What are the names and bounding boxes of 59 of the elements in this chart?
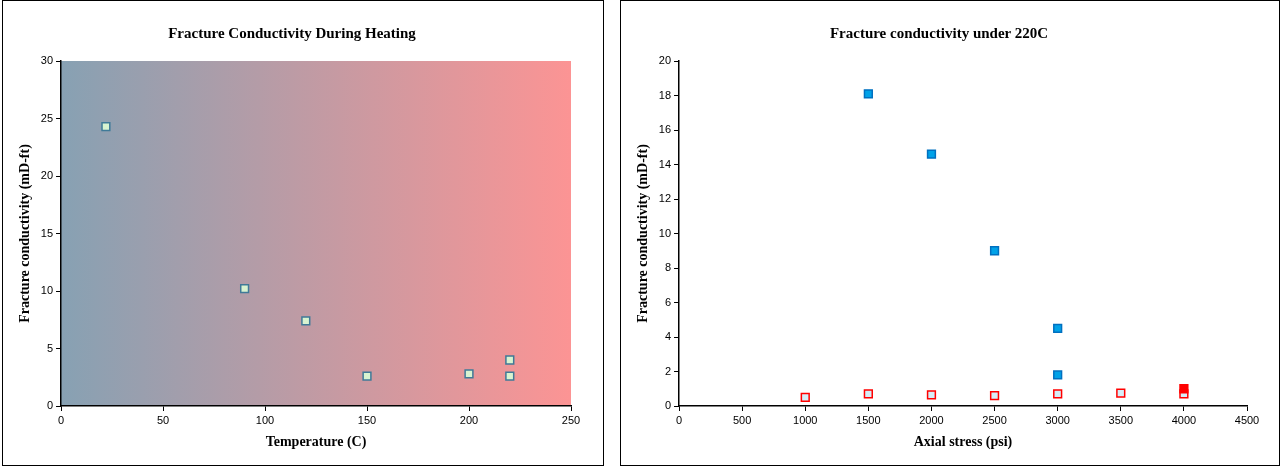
point [926,149,937,159]
y-tick-label: 0 [46,399,54,412]
point [1053,389,1063,399]
chart-title: Fracture Conductivity During Heating [168,24,417,41]
x-tick-label: 1000 [793,413,818,426]
point [800,392,810,403]
point [1053,323,1063,334]
y-tick-label: 10 [40,284,54,297]
y-tick-label: 30 [40,54,54,67]
x-tick-label: 50 [156,413,170,426]
x-tick-label: 250 [561,413,581,426]
point [101,121,111,132]
point [505,355,515,365]
y-tick-label: 12 [658,192,672,205]
point [1053,370,1063,380]
x-axis-title: Temperature (C) [265,434,367,451]
y-tick-label: 8 [664,261,672,274]
point [464,369,474,379]
y-tick-label: 10 [658,226,672,239]
x-tick-label: 2500 [982,413,1007,426]
x-tick-label: 2000 [919,413,944,426]
y-tick-label: 16 [658,123,672,136]
x-tick-label: 1500 [856,413,881,426]
x-tick-label: 100 [255,413,275,426]
chart-title: Fracture conductivity under 220C [829,24,1049,41]
x-tick-label: 500 [732,413,752,426]
y-tick-label: 14 [658,157,672,170]
x-tick-label: 4500 [1234,413,1260,426]
point [1179,384,1189,394]
x-tick-label: 0 [57,413,65,426]
y-axis-title: Fracture conductivity (mD-ft) [635,143,652,323]
y-tick-label: 2 [664,364,672,377]
point [863,89,873,99]
y-tick-label: 4 [664,330,672,343]
point [362,371,372,381]
y-tick-label: 6 [664,295,672,308]
point [239,284,250,294]
point [989,391,1000,401]
point [505,371,515,381]
point [1116,388,1126,398]
y-tick-label: 20 [658,54,672,67]
x-tick-label: 3000 [1045,413,1070,426]
point [301,316,311,326]
x-tick-label: 4000 [1171,413,1197,426]
x-tick-label: 3500 [1108,413,1134,426]
x-tick-label: 0 [675,413,683,426]
y-axis-title: Fracture conductivity (mD-ft) [17,143,34,323]
y-tick-label: 25 [40,111,54,124]
y-tick-label: 0 [664,399,672,412]
y-tick-label: 18 [658,88,672,101]
y-tick-label: 20 [40,169,54,182]
x-tick-label: 200 [459,413,479,426]
x-tick-label: 150 [357,413,377,426]
point [863,389,873,399]
y-tick-label: 5 [46,341,54,354]
point [989,246,1000,256]
x-axis-title: Axial stress (psi) [913,434,1013,451]
point [926,390,937,400]
y-tick-label: 15 [40,226,54,239]
